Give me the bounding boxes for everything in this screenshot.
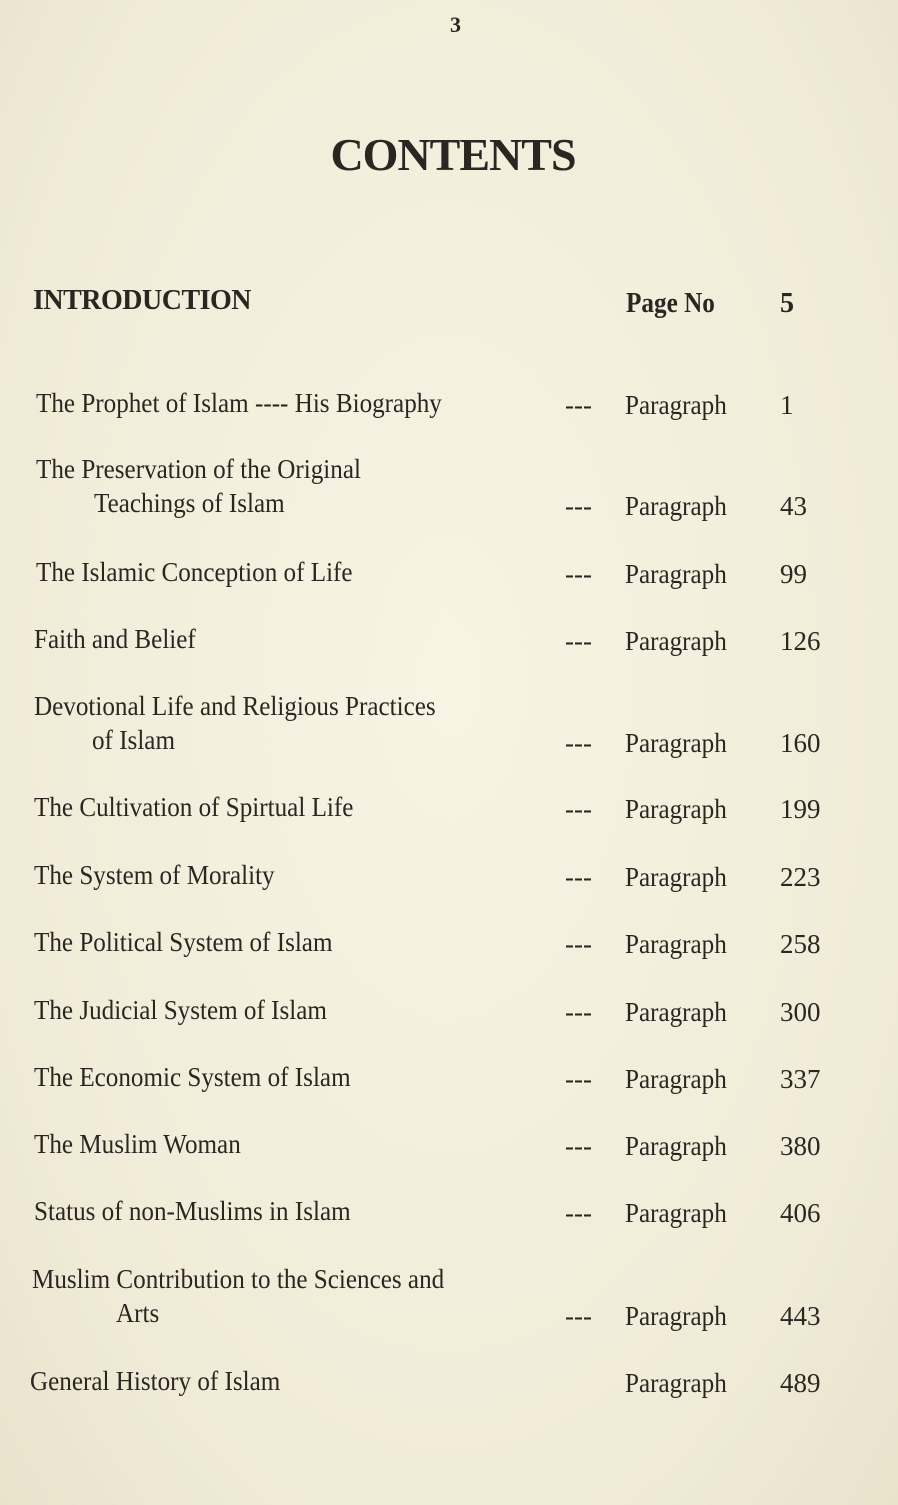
entry-title: The Judicial System of Islam [34,995,327,1025]
entry-leader-dashes: --- [565,626,592,656]
paragraph-number: 258 [780,929,821,959]
paragraph-label: Paragraph [625,1064,727,1094]
entry-leader-dashes: --- [565,1198,592,1228]
paragraph-number: 199 [780,794,821,824]
entry-leader-dashes: --- [565,1131,592,1161]
paragraph-number: 443 [780,1301,821,1331]
paragraph-number: 406 [780,1198,821,1228]
entry-leader-dashes: --- [565,862,592,892]
entry-title-continued: of Islam [92,725,175,755]
page-number: 3 [450,12,461,37]
entry-leader-dashes: --- [565,491,592,521]
entry-title-continued: Teachings of Islam [94,488,285,518]
paragraph-label: Paragraph [625,559,727,589]
paragraph-number: 43 [780,491,807,521]
introduction-heading: INTRODUCTION [33,285,252,316]
page-title: CONTENTS [330,129,576,180]
entry-leader-dashes: --- [565,1064,592,1094]
entry-title: The Islamic Conception of Life [36,557,353,587]
paragraph-label: Paragraph [625,1198,727,1228]
paragraph-number: 337 [780,1064,821,1094]
paragraph-label: Paragraph [625,794,727,824]
entry-title: The Muslim Woman [34,1129,241,1159]
entry-title: The Political System of Islam [34,927,333,957]
paragraph-label: Paragraph [625,1368,727,1398]
page-no-label: Page No [626,288,715,319]
paragraph-number: 380 [780,1131,821,1161]
entry-title: Muslim Contribution to the Sciences and [32,1264,445,1294]
entry-title: The System of Morality [34,860,275,890]
paragraph-label: Paragraph [625,1301,727,1331]
entry-leader-dashes: --- [565,728,592,758]
entry-title: Status of non-Muslims in Islam [34,1196,351,1226]
paragraph-number: 489 [780,1368,821,1398]
entry-title: General History of Islam [30,1366,281,1396]
paragraph-label: Paragraph [625,929,727,959]
paragraph-label: Paragraph [625,862,727,892]
paragraph-label: Paragraph [625,728,727,758]
paragraph-label: Paragraph [625,626,727,656]
paragraph-number: 160 [780,728,821,758]
paragraph-number: 99 [780,559,807,589]
entry-leader-dashes: --- [565,997,592,1027]
entry-leader-dashes: --- [565,1301,592,1331]
paragraph-label: Paragraph [625,997,727,1027]
entry-title: Faith and Belief [34,624,196,654]
entry-title: The Preservation of the Original [36,454,361,484]
entry-title: The Economic System of Islam [34,1062,351,1092]
entry-leader-dashes: --- [565,929,592,959]
paragraph-number: 223 [780,862,821,892]
entry-leader-dashes: --- [565,794,592,824]
paragraph-label: Paragraph [625,491,727,521]
paragraph-number: 1 [780,390,794,420]
entry-title: The Cultivation of Spirtual Life [34,792,354,822]
paragraph-number: 300 [780,997,821,1027]
entry-title: The Prophet of Islam ---- His Biography [36,388,442,418]
entry-title: Devotional Life and Religious Practices [34,691,436,721]
paragraph-label: Paragraph [625,390,727,420]
entry-leader-dashes: --- [565,390,592,420]
paragraph-number: 126 [780,626,821,656]
page-no-value: 5 [780,288,794,319]
entry-leader-dashes: --- [565,559,592,589]
paragraph-label: Paragraph [625,1131,727,1161]
entry-title-continued: Arts [116,1298,160,1328]
